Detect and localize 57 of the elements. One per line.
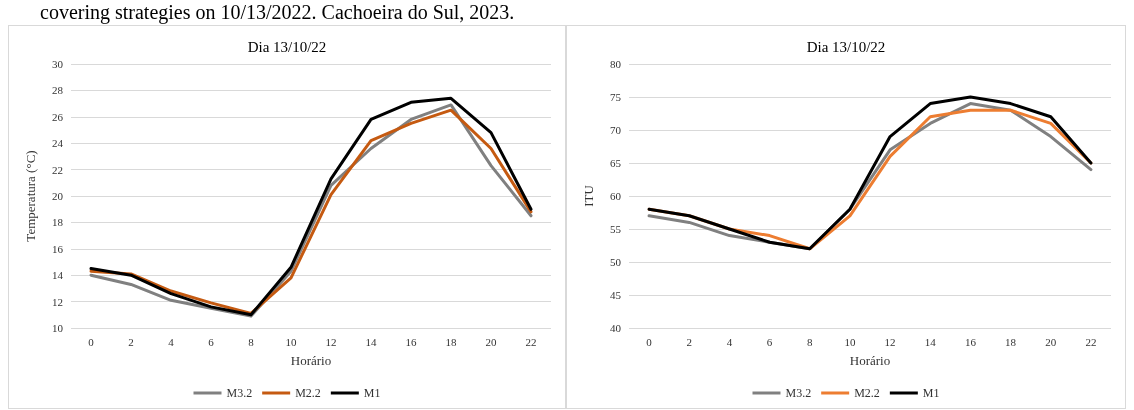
y-tick-label: 28 xyxy=(52,84,64,97)
legend-label: M3.2 xyxy=(785,386,812,400)
x-tick-label: 16 xyxy=(405,335,417,348)
y-tick-label: 60 xyxy=(610,190,622,202)
y-tick-label: 26 xyxy=(52,110,64,123)
y-tick-label: 22 xyxy=(52,163,63,176)
chart-title: Dia 13/10/22 xyxy=(247,38,327,55)
y-tick-label: 30 xyxy=(52,58,64,70)
x-tick-label: 18 xyxy=(1005,335,1017,348)
y-tick-label: 50 xyxy=(610,256,622,268)
x-tick-label: 0 xyxy=(88,335,95,348)
y-tick-label: 10 xyxy=(52,322,64,334)
x-tick-label: 4 xyxy=(726,335,733,348)
x-tick-label: 20 xyxy=(1045,335,1057,348)
x-tick-label: 10 xyxy=(285,335,297,348)
x-tick-label: 22 xyxy=(525,335,537,348)
text: covering strategies on 10/13/2022. Cachoeira do Sul, 2023. xyxy=(40,0,515,24)
x-tick-label: 4 xyxy=(168,335,175,348)
x-tick-label: 12 xyxy=(325,335,337,348)
y-axis-title: ITU xyxy=(581,184,596,207)
x-tick-label: 6 xyxy=(208,335,215,348)
legend-label: M2.2 xyxy=(854,386,880,400)
y-tick-label: 80 xyxy=(610,58,622,70)
y-tick-label: 16 xyxy=(52,242,64,255)
legend-label: M3.2 xyxy=(226,386,253,400)
legend-label: M1 xyxy=(363,386,381,400)
x-tick-label: 2 xyxy=(686,335,692,348)
x-tick-label: 18 xyxy=(445,335,457,348)
y-tick-label: 45 xyxy=(610,289,622,301)
x-tick-label: 14 xyxy=(924,335,937,348)
x-tick-label: 10 xyxy=(844,335,856,348)
y-tick-label: 24 xyxy=(52,137,64,150)
legend-label: M2.2 xyxy=(295,386,321,400)
y-tick-label: 40 xyxy=(610,322,622,334)
x-tick-label: 8 xyxy=(248,335,255,348)
x-tick-label: 14 xyxy=(365,335,377,348)
y-tick-label: 18 xyxy=(52,216,64,229)
y-tick-label: 65 xyxy=(610,157,622,169)
legend-label: M1 xyxy=(922,386,940,400)
x-tick-label: 8 xyxy=(807,335,813,348)
x-tick-label: 2 xyxy=(128,335,134,348)
x-axis-title: Horário xyxy=(849,353,891,368)
x-tick-label: 12 xyxy=(884,335,896,348)
y-tick-label: 70 xyxy=(610,124,622,136)
x-tick-label: 0 xyxy=(646,335,653,348)
y-tick-label: 20 xyxy=(52,190,64,202)
x-axis-title: Horário xyxy=(290,353,332,368)
y-axis-title: Temperatura (°C) xyxy=(23,150,38,242)
x-tick-label: 22 xyxy=(1085,335,1097,348)
chart-title: Dia 13/10/22 xyxy=(806,38,886,55)
y-tick-label: 75 xyxy=(610,91,622,103)
y-tick-label: 14 xyxy=(52,269,64,282)
y-tick-label: 55 xyxy=(610,223,622,235)
x-tick-label: 20 xyxy=(485,335,497,348)
y-tick-label: 12 xyxy=(52,295,63,308)
x-tick-label: 6 xyxy=(766,335,773,348)
x-tick-label: 16 xyxy=(964,335,977,348)
